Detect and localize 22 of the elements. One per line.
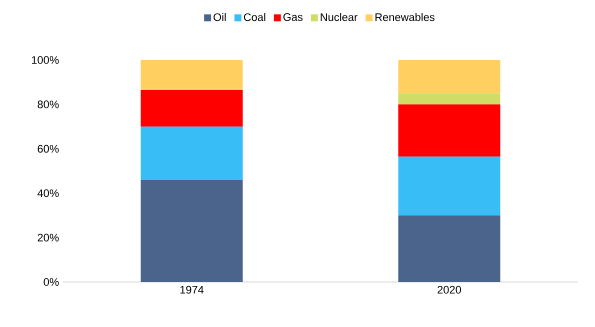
y-tick-label: 100%	[32, 56, 59, 64]
y-tick-label: 60%	[38, 144, 59, 153]
legend-label: Coal	[244, 13, 266, 22]
legend-label: Oil	[214, 13, 226, 22]
bar	[398, 215, 500, 282]
bar	[398, 104, 500, 157]
bar	[398, 60, 500, 94]
bar	[398, 93, 500, 104]
y-tick-label: 40%	[37, 189, 59, 198]
y-tick-label: 20%	[38, 234, 59, 242]
legend-label: Gas	[283, 13, 303, 21]
legend-label: Renewables	[376, 13, 434, 22]
x-tick-label: 2020	[438, 286, 461, 294]
bar	[398, 156, 500, 216]
y-tick-label: 80%	[38, 100, 59, 108]
bar	[140, 90, 243, 127]
legend-label: Nuclear	[320, 13, 358, 22]
bar	[140, 180, 243, 282]
y-tick-label: 0%	[44, 278, 59, 286]
bar	[140, 126, 243, 180]
x-tick-label: 1974	[180, 286, 204, 294]
bar	[140, 60, 243, 89]
